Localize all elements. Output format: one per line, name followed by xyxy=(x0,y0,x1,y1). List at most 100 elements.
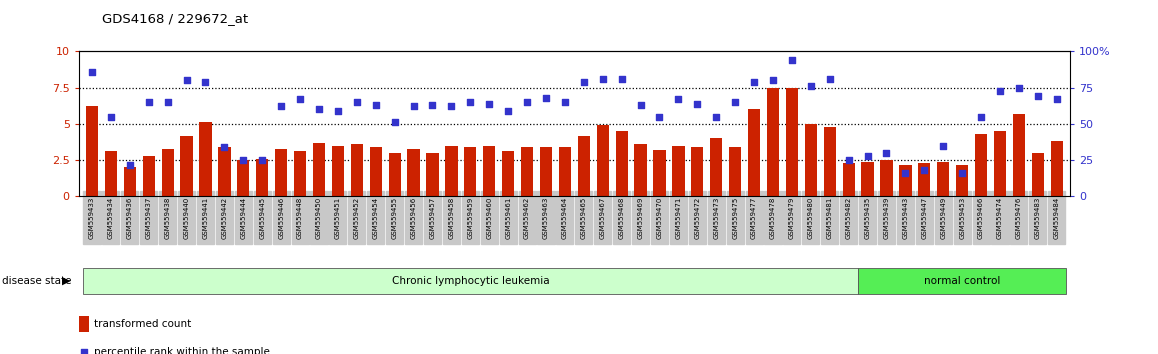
Text: ▶: ▶ xyxy=(61,276,71,286)
Point xyxy=(120,162,139,167)
Bar xyxy=(503,152,514,196)
Bar xyxy=(880,160,893,196)
Point xyxy=(499,108,518,114)
Bar xyxy=(748,109,760,196)
Bar xyxy=(843,163,855,196)
Point xyxy=(745,79,763,85)
Bar xyxy=(294,152,306,196)
Bar xyxy=(994,131,1006,196)
Point xyxy=(915,167,933,173)
Bar xyxy=(331,146,344,196)
Point xyxy=(196,79,214,85)
Bar xyxy=(426,153,439,196)
Point xyxy=(309,107,328,112)
Point xyxy=(878,150,896,156)
Point xyxy=(1048,96,1067,102)
Point xyxy=(783,57,801,63)
Bar xyxy=(730,147,741,196)
Point xyxy=(347,99,366,105)
Point xyxy=(1028,93,1047,99)
Bar xyxy=(142,156,155,196)
Point xyxy=(234,157,252,163)
Bar xyxy=(767,88,779,196)
Point xyxy=(764,78,783,83)
Point xyxy=(215,144,234,150)
Bar xyxy=(313,143,325,196)
Bar xyxy=(446,146,457,196)
Bar xyxy=(805,124,818,196)
Bar xyxy=(1013,114,1025,196)
Bar xyxy=(673,146,684,196)
Bar xyxy=(653,150,666,196)
Point xyxy=(82,69,101,74)
Bar xyxy=(900,165,911,196)
Bar xyxy=(124,167,135,196)
Point xyxy=(74,349,93,354)
Point xyxy=(574,79,593,85)
Point xyxy=(291,96,309,102)
Bar xyxy=(691,147,703,196)
Bar xyxy=(274,149,287,196)
Bar xyxy=(937,162,950,196)
Bar xyxy=(483,146,496,196)
Point xyxy=(139,99,157,105)
Point xyxy=(461,99,479,105)
Point xyxy=(329,108,347,114)
Bar xyxy=(862,162,874,196)
Bar xyxy=(1050,141,1063,196)
Point xyxy=(556,99,574,105)
Point xyxy=(1010,85,1028,91)
Bar xyxy=(181,136,192,196)
Point xyxy=(972,114,990,119)
Point xyxy=(840,157,858,163)
Bar xyxy=(199,122,212,196)
Bar xyxy=(82,268,858,294)
Bar xyxy=(104,152,117,196)
Bar xyxy=(388,153,401,196)
Bar xyxy=(521,147,533,196)
Point xyxy=(935,143,953,149)
Text: percentile rank within the sample: percentile rank within the sample xyxy=(94,347,270,354)
Point xyxy=(252,157,271,163)
Text: GDS4168 / 229672_at: GDS4168 / 229672_at xyxy=(102,12,248,25)
Bar xyxy=(256,159,269,196)
Point xyxy=(102,114,120,119)
Bar xyxy=(79,316,89,332)
Bar xyxy=(86,107,98,196)
Bar xyxy=(823,127,836,196)
Bar xyxy=(635,144,646,196)
Point xyxy=(688,101,706,107)
Bar xyxy=(918,163,931,196)
Bar xyxy=(237,160,249,196)
Bar xyxy=(369,147,382,196)
Bar xyxy=(218,147,230,196)
Point xyxy=(404,104,423,109)
Point xyxy=(708,114,726,119)
Point xyxy=(366,102,384,108)
Text: normal control: normal control xyxy=(924,276,1001,286)
Text: disease state: disease state xyxy=(2,276,72,286)
Bar xyxy=(161,149,174,196)
Point xyxy=(821,76,840,82)
Point xyxy=(953,170,972,176)
Point xyxy=(801,83,820,89)
Point xyxy=(669,96,688,102)
Point xyxy=(613,76,631,82)
Bar xyxy=(408,149,419,196)
Point xyxy=(594,76,613,82)
Point xyxy=(651,114,669,119)
Point xyxy=(896,170,915,176)
Point xyxy=(536,95,555,101)
Bar xyxy=(616,131,628,196)
Point xyxy=(631,102,650,108)
Bar xyxy=(351,144,362,196)
Point xyxy=(272,104,291,109)
Bar xyxy=(710,138,723,196)
Point xyxy=(479,101,498,107)
Point xyxy=(991,88,1010,93)
Bar xyxy=(596,125,609,196)
Bar xyxy=(540,147,552,196)
Text: Chronic lymphocytic leukemia: Chronic lymphocytic leukemia xyxy=(391,276,549,286)
Bar xyxy=(975,134,988,196)
Point xyxy=(726,99,745,105)
